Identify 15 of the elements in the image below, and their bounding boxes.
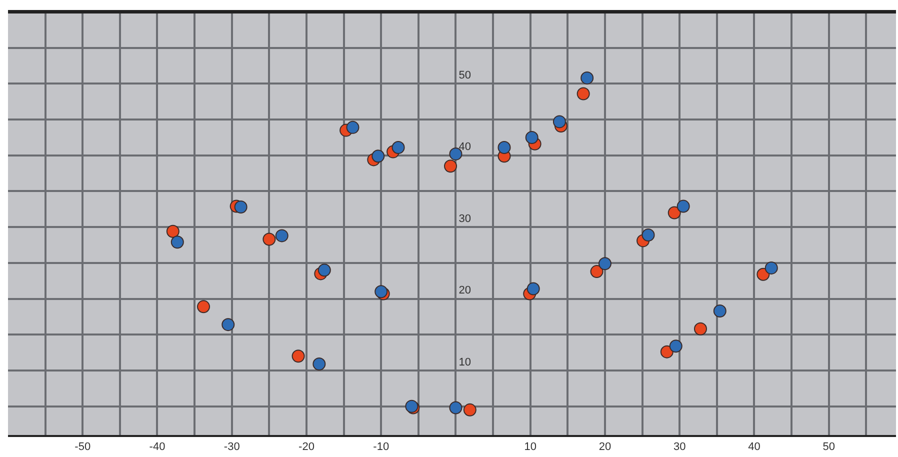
x-tick-label: -20 [298, 441, 314, 454]
y-tick-label: 10 [458, 356, 471, 368]
x-tick-label: -40 [149, 441, 166, 454]
x-tick-label: -30 [224, 441, 240, 454]
x-tick-label: -50 [74, 441, 91, 454]
x-tick-label: 30 [673, 441, 686, 454]
x-tick-label: 50 [822, 441, 835, 454]
x-tick-label: 40 [748, 441, 760, 454]
y-tick-label: 30 [458, 212, 471, 225]
y-tick-label: 50 [458, 70, 471, 82]
y-tick-label: 40 [458, 141, 471, 154]
x-tick-label: 20 [598, 441, 612, 454]
y-tick-label: 20 [458, 284, 471, 297]
x-tick-label: 10 [524, 441, 536, 454]
x-tick-label: -10 [373, 441, 390, 454]
